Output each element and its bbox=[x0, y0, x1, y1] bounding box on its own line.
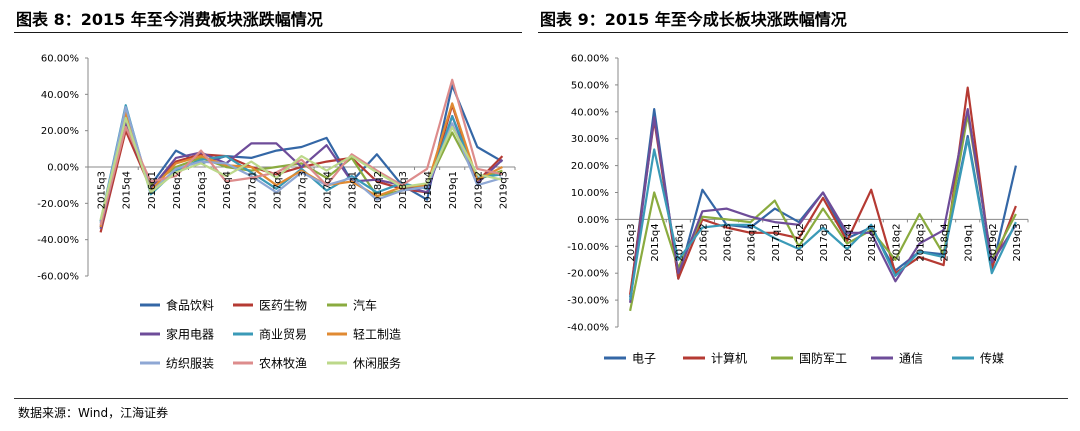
consumer-x-tick-label: 2018q1 bbox=[348, 171, 359, 209]
consumer-x-tick-label: 2018q4 bbox=[423, 171, 434, 209]
growth-legend-label: 计算机 bbox=[711, 351, 747, 366]
consumer-legend-label: 农林牧渔 bbox=[259, 357, 307, 371]
consumer-series-line-休闲服务 bbox=[99, 116, 503, 220]
consumer-legend-label: 休闲服务 bbox=[353, 356, 401, 371]
consumer-x-tick-label: 2017q4 bbox=[323, 171, 334, 209]
growth-x-tick-label: 2018q2 bbox=[891, 223, 902, 261]
growth-series-line-国防军工 bbox=[629, 113, 1017, 312]
growth-x-tick-label: 2017q1 bbox=[771, 223, 782, 261]
consumer-x-tick-label: 2016q4 bbox=[222, 171, 233, 209]
consumer-x-tick-label: 2017q2 bbox=[272, 171, 283, 209]
growth-x-tick-label: 2018q3 bbox=[916, 223, 927, 261]
consumer-x-tick-label: 2018q2 bbox=[373, 171, 384, 209]
growth-y-tick-label: -10.00% bbox=[567, 242, 609, 253]
consumer-series-line-轻工制造 bbox=[99, 102, 503, 228]
consumer-legend-label: 食品饮料 bbox=[166, 298, 214, 313]
growth-legend-label: 传媒 bbox=[980, 351, 1004, 366]
footer-divider bbox=[14, 398, 1068, 399]
consumer-x-tick-label: 2019q2 bbox=[473, 171, 484, 209]
growth-y-tick-label: -20.00% bbox=[567, 269, 609, 280]
growth-x-tick-label: 2015q4 bbox=[650, 223, 661, 261]
consumer-y-tick-label: 40.00% bbox=[41, 90, 79, 101]
growth-x-tick-label: 2016q1 bbox=[674, 223, 685, 261]
growth-y-tick-label: 40.00% bbox=[571, 107, 609, 118]
chart-title-consumer: 图表 8：2015 年至今消费板块涨跌幅情况 bbox=[16, 10, 323, 29]
growth-y-tick-label: -40.00% bbox=[567, 323, 609, 334]
consumer-x-tick-label: 2017q1 bbox=[247, 171, 258, 209]
growth-x-tick-label: 2016q3 bbox=[723, 223, 734, 261]
growth-legend-label: 通信 bbox=[899, 352, 923, 366]
growth-x-tick-label: 2017q2 bbox=[795, 223, 806, 261]
consumer-x-tick-label: 2015q3 bbox=[97, 171, 108, 209]
growth-x-tick-label: 2018q1 bbox=[867, 223, 878, 261]
consumer-y-tick-label: 20.00% bbox=[41, 126, 79, 137]
growth-series-line-电子 bbox=[629, 107, 1017, 298]
title-underline-left bbox=[14, 32, 522, 33]
data-source-note: 数据来源：Wind，江海证券 bbox=[18, 406, 169, 420]
consumer-x-tick-label: 2019q3 bbox=[498, 171, 509, 209]
consumer-x-tick-label: 2019q1 bbox=[448, 171, 459, 209]
consumer-x-tick-label: 2017q3 bbox=[298, 171, 309, 209]
consumer-x-tick-label: 2018q3 bbox=[398, 171, 409, 209]
consumer-legend-label: 轻工制造 bbox=[353, 328, 401, 342]
growth-x-tick-label: 2019q1 bbox=[964, 223, 975, 261]
growth-x-tick-label: 2016q4 bbox=[747, 223, 758, 261]
consumer-y-tick-label: -40.00% bbox=[37, 235, 79, 246]
consumer-x-tick-label: 2016q2 bbox=[172, 171, 183, 209]
growth-y-tick-label: 50.00% bbox=[571, 80, 609, 91]
growth-legend-label: 国防军工 bbox=[799, 351, 847, 366]
consumer-legend-label: 医药生物 bbox=[259, 299, 307, 313]
consumer-x-tick-label: 2016q3 bbox=[197, 171, 208, 209]
consumer-legend-label: 汽车 bbox=[353, 298, 377, 313]
growth-y-tick-label: 30.00% bbox=[571, 134, 609, 145]
growth-x-tick-label: 2019q2 bbox=[988, 223, 999, 261]
growth-x-tick-label: 2017q4 bbox=[843, 223, 854, 261]
growth-series-line-传媒 bbox=[629, 137, 1017, 301]
growth-x-tick-label: 2017q3 bbox=[819, 223, 830, 261]
consumer-y-tick-label: 0.00% bbox=[47, 163, 79, 174]
growth-x-tick-label: 2016q2 bbox=[698, 223, 709, 261]
consumer-y-tick-label: -60.00% bbox=[37, 272, 79, 283]
growth-x-tick-label: 2019q3 bbox=[1012, 223, 1023, 261]
growth-y-tick-label: 20.00% bbox=[571, 161, 609, 172]
growth-y-tick-label: 10.00% bbox=[571, 188, 609, 199]
growth-legend-label: 电子 bbox=[632, 352, 656, 366]
consumer-y-tick-label: 60.00% bbox=[41, 54, 79, 65]
consumer-legend-label: 纺织服装 bbox=[166, 357, 214, 371]
chart-title-growth: 图表 9：2015 年至今成长板块涨跌幅情况 bbox=[540, 10, 847, 29]
consumer-x-tick-label: 2016q1 bbox=[147, 171, 158, 209]
growth-x-tick-label: 2018q4 bbox=[940, 223, 951, 261]
consumer-x-tick-label: 2015q4 bbox=[122, 171, 133, 209]
consumer-legend-label: 商业贸易 bbox=[259, 327, 307, 342]
growth-y-tick-label: -30.00% bbox=[567, 296, 609, 307]
growth-x-tick-label: 2015q3 bbox=[626, 223, 637, 261]
title-underline-right bbox=[538, 32, 1068, 33]
growth-y-tick-label: 0.00% bbox=[577, 215, 609, 226]
consumer-legend-label: 家用电器 bbox=[166, 327, 214, 342]
consumer-y-tick-label: -20.00% bbox=[37, 199, 79, 210]
growth-y-tick-label: 60.00% bbox=[571, 54, 609, 65]
growth-series-line-通信 bbox=[629, 107, 1017, 303]
